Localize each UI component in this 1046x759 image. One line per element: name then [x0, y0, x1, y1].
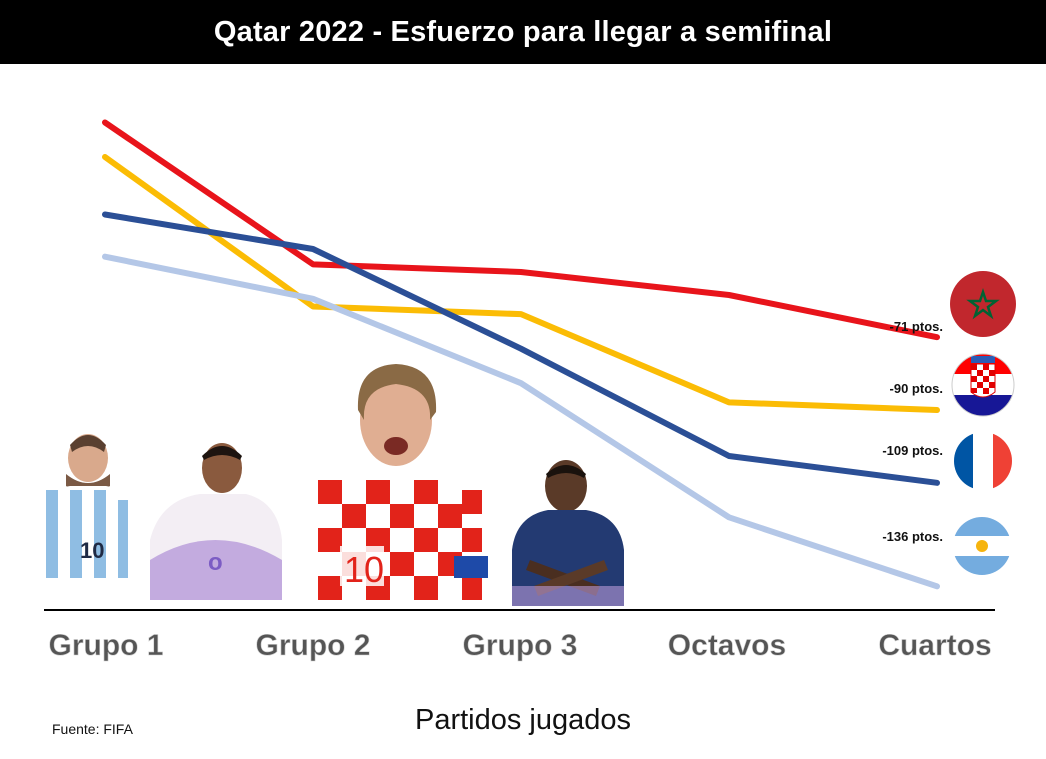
- player-photo-1: 10: [26, 434, 140, 578]
- flag-argentina-icon: [953, 517, 1011, 575]
- end-label-francia: -109 ptos.: [882, 443, 943, 458]
- player-photo-3: 10: [298, 364, 490, 610]
- player-photo-2: o: [150, 443, 282, 600]
- svg-text:10: 10: [80, 538, 104, 563]
- player-photo-4: [512, 460, 624, 606]
- series-line-croacia: [102, 154, 940, 413]
- series-lines: [102, 119, 940, 590]
- flag-croatia-icon: [951, 353, 1015, 417]
- svg-text:o: o: [208, 549, 223, 576]
- player-photos-decoration: 10 o 10: [26, 364, 624, 610]
- x-axis-title: Partidos jugados: [414, 704, 632, 736]
- x-tick-label: Grupo 3: [462, 629, 577, 662]
- x-tick-labels: Grupo 1 Grupo 2 Grupo 3 Octavos Cuartos: [48, 629, 992, 663]
- x-tick-label: Cuartos: [878, 629, 991, 662]
- series-line-marruecos: [102, 119, 940, 341]
- end-label-croacia: -90 ptos.: [890, 381, 943, 396]
- x-tick-label: Grupo 1: [48, 629, 163, 662]
- flag-morocco-icon: [950, 271, 1016, 337]
- svg-text:10: 10: [344, 549, 384, 590]
- x-tick-label: Octavos: [668, 629, 786, 662]
- end-label-argentina: -136 ptos.: [882, 529, 943, 544]
- flag-france-icon: [954, 432, 1012, 490]
- source-note: Fuente: FIFA: [52, 721, 133, 737]
- series-line-francia: [102, 211, 940, 486]
- chart-title: Qatar 2022 - Esfuerzo para llegar a semi…: [0, 0, 1046, 64]
- end-label-marruecos: -71 ptos.: [890, 319, 943, 334]
- x-tick-label: Grupo 2: [255, 629, 370, 662]
- end-labels: -71 ptos. -90 ptos. -109 ptos. -136 ptos.: [882, 319, 943, 544]
- series-line-argentina: [102, 253, 940, 590]
